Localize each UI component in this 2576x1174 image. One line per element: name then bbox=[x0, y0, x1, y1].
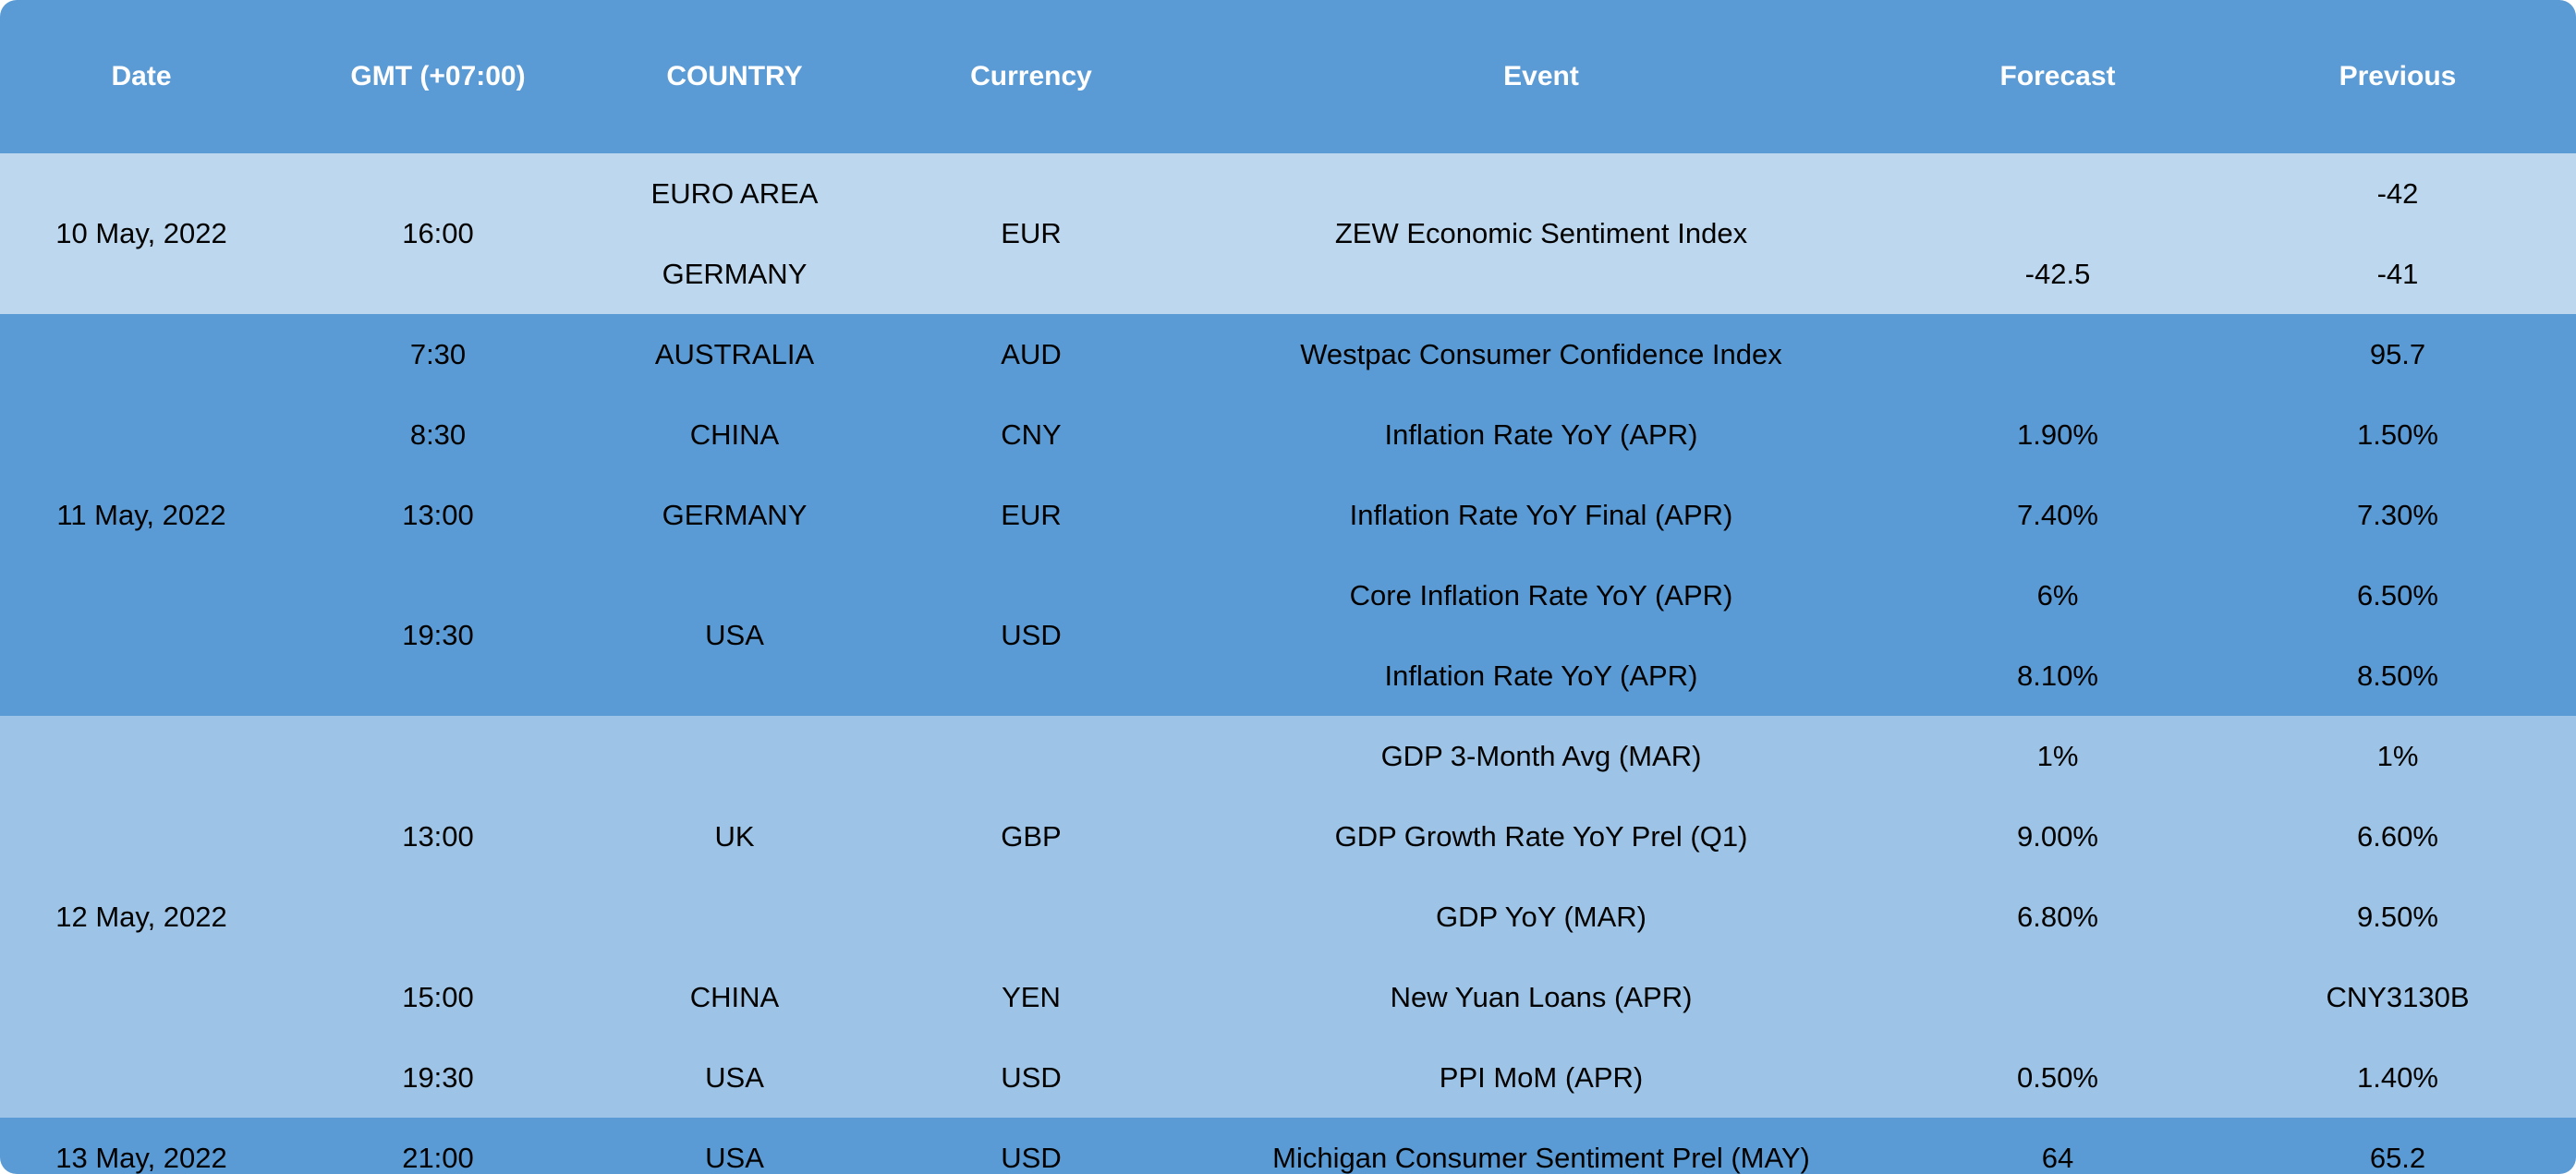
table-row: GDP Growth Rate YoY Prel (Q1) 9.00% 6.60… bbox=[0, 796, 2576, 877]
currency-cell: AUD bbox=[876, 314, 1186, 394]
table-row: GERMANY -42.5 -41 bbox=[0, 234, 2576, 314]
previous-cell: 95.7 bbox=[2219, 314, 2576, 394]
forecast-cell bbox=[1896, 153, 2219, 234]
date-cell: 13 May, 2022 bbox=[0, 1118, 283, 1174]
forecast-cell: 1.90% bbox=[1896, 394, 2219, 475]
forecast-cell: 64 bbox=[1896, 1118, 2219, 1174]
event-cell: Michigan Consumer Sentiment Prel (MAY) bbox=[1186, 1118, 1896, 1174]
table-row: Inflation Rate YoY (APR) 8.10% 8.50% bbox=[0, 635, 2576, 716]
date-cell: 10 May, 2022 bbox=[0, 153, 283, 314]
currency-cell: GBP bbox=[876, 716, 1186, 957]
event-cell: Inflation Rate YoY Final (APR) bbox=[1186, 475, 1896, 555]
forecast-cell: 0.50% bbox=[1896, 1037, 2219, 1118]
event-cell: Inflation Rate YoY (APR) bbox=[1186, 635, 1896, 716]
currency-cell: USD bbox=[876, 1037, 1186, 1118]
time-cell: 21:00 bbox=[283, 1118, 593, 1174]
currency-cell: YEN bbox=[876, 957, 1186, 1037]
column-header-date: Date bbox=[0, 0, 283, 153]
time-cell: 13:00 bbox=[283, 475, 593, 555]
previous-cell: 1.40% bbox=[2219, 1037, 2576, 1118]
table-row: 12 May, 2022 13:00 UK GBP GDP 3-Month Av… bbox=[0, 716, 2576, 1118]
time-cell: 19:30 bbox=[283, 555, 593, 716]
time-cell: 13:00 bbox=[283, 716, 593, 957]
date-cell: 12 May, 2022 bbox=[0, 716, 283, 1118]
forecast-cell bbox=[1896, 314, 2219, 394]
table-row: 11 May, 2022 7:30 AUSTRALIA AUD Westpac … bbox=[0, 314, 2576, 716]
event-cell: PPI MoM (APR) bbox=[1186, 1037, 1896, 1118]
time-cell: 7:30 bbox=[283, 314, 593, 394]
column-header-previous: Previous bbox=[2219, 0, 2576, 153]
forecast-cell: 8.10% bbox=[1896, 635, 2219, 716]
previous-cell: CNY3130B bbox=[2219, 957, 2576, 1037]
event-cell: New Yuan Loans (APR) bbox=[1186, 957, 1896, 1037]
country-cell: GERMANY bbox=[593, 234, 876, 314]
country-cell: USA bbox=[593, 555, 876, 716]
table-row: 15:00 CHINA YEN New Yuan Loans (APR) CNY… bbox=[0, 957, 2576, 1037]
column-header-currency: Currency bbox=[876, 0, 1186, 153]
currency-cell: CNY bbox=[876, 394, 1186, 475]
country-cell: CHINA bbox=[593, 957, 876, 1037]
time-cell: 15:00 bbox=[283, 957, 593, 1037]
country-cell: AUSTRALIA bbox=[593, 314, 876, 394]
table-row: 19:30 USA USD Core Inflation Rate YoY (A… bbox=[0, 555, 2576, 716]
country-cell: USA bbox=[593, 1037, 876, 1118]
previous-cell: 1% bbox=[2219, 716, 2576, 796]
table-row: 8:30 CHINA CNY Inflation Rate YoY (APR) … bbox=[0, 394, 2576, 475]
previous-cell: 1.50% bbox=[2219, 394, 2576, 475]
currency-cell: EUR bbox=[876, 475, 1186, 555]
currency-cell: USD bbox=[876, 1118, 1186, 1174]
previous-cell: 7.30% bbox=[2219, 475, 2576, 555]
currency-cell: USD bbox=[876, 555, 1186, 716]
previous-cell: 6.60% bbox=[2219, 796, 2576, 877]
previous-cell: -41 bbox=[2219, 234, 2576, 314]
currency-cell: EUR bbox=[876, 153, 1186, 314]
forecast-cell: 6.80% bbox=[1896, 877, 2219, 957]
forecast-cell: 7.40% bbox=[1896, 475, 2219, 555]
event-cell: ZEW Economic Sentiment Index bbox=[1186, 153, 1896, 314]
event-cell: Westpac Consumer Confidence Index bbox=[1186, 314, 1896, 394]
column-header-forecast: Forecast bbox=[1896, 0, 2219, 153]
column-header-country: COUNTRY bbox=[593, 0, 876, 153]
forecast-cell bbox=[1896, 957, 2219, 1037]
time-cell: 8:30 bbox=[283, 394, 593, 475]
previous-cell: 9.50% bbox=[2219, 877, 2576, 957]
previous-cell: -42 bbox=[2219, 153, 2576, 234]
table-row: 13 May, 2022 21:00 USA USD Michigan Cons… bbox=[0, 1118, 2576, 1174]
event-cell: GDP 3-Month Avg (MAR) bbox=[1186, 716, 1896, 796]
previous-cell: 8.50% bbox=[2219, 635, 2576, 716]
forecast-cell: 1% bbox=[1896, 716, 2219, 796]
country-cell: EURO AREA bbox=[593, 153, 876, 234]
event-cell: GDP YoY (MAR) bbox=[1186, 877, 1896, 957]
time-cell: 16:00 bbox=[283, 153, 593, 314]
time-cell: 19:30 bbox=[283, 1037, 593, 1118]
previous-cell: 6.50% bbox=[2219, 555, 2576, 635]
header-row: Date GMT (+07:00) COUNTRY Currency Event… bbox=[0, 0, 2576, 153]
date-cell: 11 May, 2022 bbox=[0, 314, 283, 716]
country-cell: UK bbox=[593, 716, 876, 957]
country-cell: GERMANY bbox=[593, 475, 876, 555]
column-header-gmt: GMT (+07:00) bbox=[283, 0, 593, 153]
table-row: GDP YoY (MAR) 6.80% 9.50% bbox=[0, 877, 2576, 957]
table-row: 13:00 GERMANY EUR Inflation Rate YoY Fin… bbox=[0, 475, 2576, 555]
country-cell: USA bbox=[593, 1118, 876, 1174]
forecast-cell: 9.00% bbox=[1896, 796, 2219, 877]
table-row: 19:30 USA USD PPI MoM (APR) 0.50% 1.40% bbox=[0, 1037, 2576, 1118]
table-row: 10 May, 2022 16:00 EURO AREA EUR ZEW Eco… bbox=[0, 153, 2576, 314]
event-cell: Inflation Rate YoY (APR) bbox=[1186, 394, 1896, 475]
previous-cell: 65.2 bbox=[2219, 1118, 2576, 1174]
forecast-cell: 6% bbox=[1896, 555, 2219, 635]
event-cell: Core Inflation Rate YoY (APR) bbox=[1186, 555, 1896, 635]
column-header-event: Event bbox=[1186, 0, 1896, 153]
country-cell: CHINA bbox=[593, 394, 876, 475]
forecast-cell: -42.5 bbox=[1896, 234, 2219, 314]
event-cell: GDP Growth Rate YoY Prel (Q1) bbox=[1186, 796, 1896, 877]
